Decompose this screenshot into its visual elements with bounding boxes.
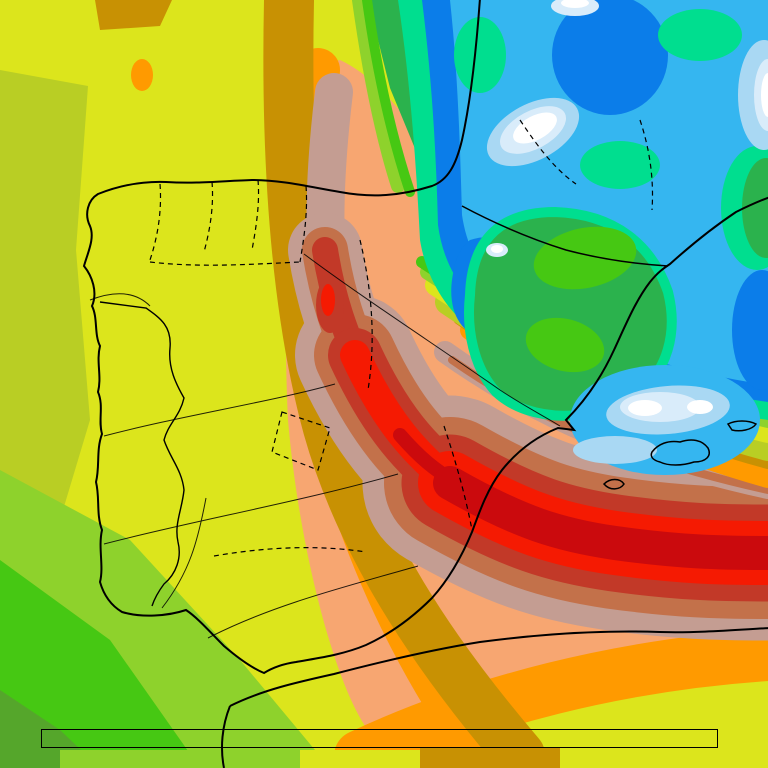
- ibiza-island: [602, 478, 625, 490]
- mallorca-island: [650, 439, 710, 466]
- rivers: [89, 253, 561, 639]
- pyrenees-border: [461, 205, 669, 267]
- morocco-west-coast: [221, 705, 231, 768]
- iberia-coastline: [82, 0, 768, 675]
- portugal-border: [99, 301, 185, 607]
- coastlines-and-borders: [82, 0, 768, 768]
- africa-coastline: [229, 627, 768, 707]
- menorca-island: [726, 420, 758, 432]
- region-borders-dashed: [149, 119, 654, 557]
